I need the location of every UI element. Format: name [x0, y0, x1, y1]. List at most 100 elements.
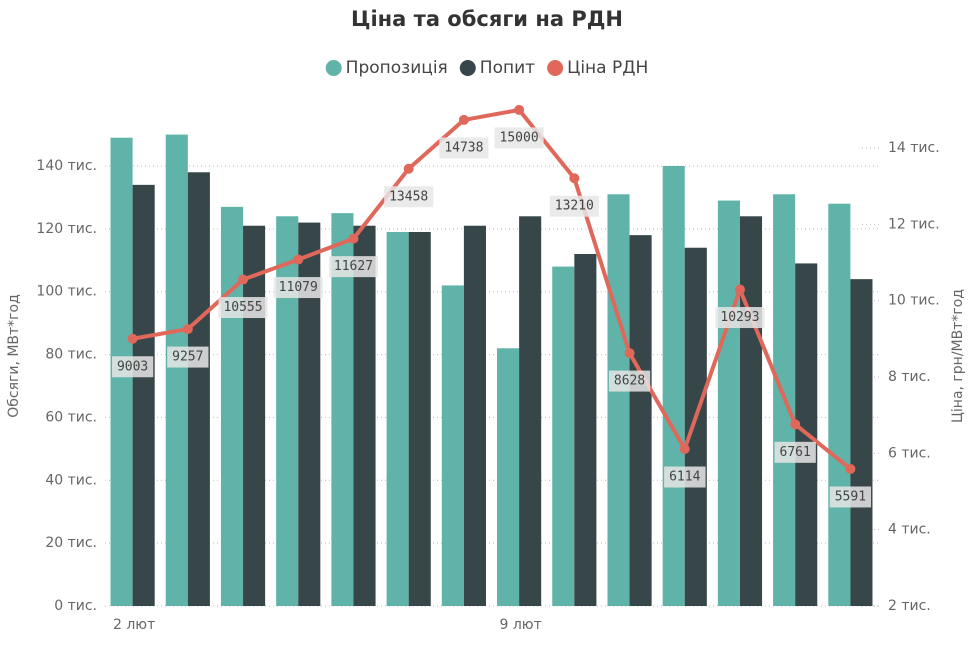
- data-label-text: 11079: [279, 280, 318, 295]
- data-label-text: 8628: [614, 374, 645, 389]
- y2-tick-label: 8 тис.: [888, 369, 931, 385]
- data-label-bg: [218, 297, 268, 319]
- bar: [574, 254, 597, 606]
- price-marker: [403, 163, 414, 174]
- bar: [165, 134, 188, 607]
- bar: [243, 225, 266, 606]
- price-marker: [569, 173, 580, 184]
- data-label-text: 10555: [223, 300, 262, 315]
- data-label-bg: [167, 346, 209, 368]
- data-label-text: 13458: [389, 189, 428, 204]
- data-label-text: 5591: [835, 489, 866, 504]
- y2-tick-label: 10 тис.: [888, 293, 940, 309]
- legend-marker: [325, 60, 342, 76]
- data-label-text: 15000: [500, 130, 539, 145]
- price-marker: [679, 444, 690, 455]
- bar: [220, 206, 244, 606]
- data-label: 6761: [774, 441, 816, 463]
- price-marker: [514, 104, 525, 115]
- bar: [298, 222, 321, 607]
- legend-label: Ціна РДН: [567, 58, 648, 78]
- data-label: 9257: [167, 346, 209, 368]
- y-tick-label: 140 тис.: [36, 158, 97, 174]
- data-label-text: 13210: [555, 199, 594, 214]
- y-tick-label: 20 тис.: [45, 535, 97, 551]
- y-tick-label: 0 тис.: [54, 598, 97, 614]
- data-label: 13210: [549, 195, 599, 217]
- y-tick-label: 120 тис.: [36, 221, 97, 237]
- data-label-bg: [608, 370, 651, 392]
- data-label-bg: [829, 486, 872, 508]
- bar: [629, 235, 652, 606]
- bar: [331, 213, 354, 606]
- price-marker: [845, 463, 856, 474]
- legend-marker: [547, 60, 564, 76]
- price-marker: [127, 333, 138, 344]
- bar: [850, 279, 873, 606]
- data-label: 14738: [439, 137, 489, 159]
- data-label-text: 9003: [117, 359, 148, 374]
- data-label: 13458: [384, 186, 434, 208]
- y2-tick-label: 12 тис.: [888, 216, 940, 232]
- y2-tick-label: 4 тис.: [888, 522, 931, 538]
- y-axis-title: Обсяги, МВт*год: [6, 294, 22, 418]
- price-marker: [734, 284, 745, 295]
- bar: [662, 166, 685, 606]
- y2-axis-title: Ціна, грн/МВт*год: [950, 289, 966, 423]
- data-label: 5591: [829, 486, 872, 508]
- data-label: 6114: [664, 466, 706, 488]
- y-tick-label: 100 тис.: [36, 284, 97, 300]
- x-tick-label: 2 лют: [113, 617, 155, 633]
- price-marker: [458, 114, 469, 125]
- price-marker: [293, 254, 304, 265]
- data-label-bg: [384, 186, 434, 208]
- data-label-text: 9257: [172, 350, 203, 365]
- bar: [187, 172, 210, 607]
- bar: [386, 232, 409, 606]
- data-label-bg: [273, 277, 323, 299]
- bar: [717, 200, 740, 607]
- price-marker: [790, 419, 801, 430]
- data-label-text: 6114: [669, 470, 700, 485]
- data-label-text: 14738: [444, 140, 483, 155]
- data-label-bg: [549, 195, 599, 217]
- y-tick-label: 60 тис.: [45, 409, 97, 425]
- y-tick-label: 40 тис.: [45, 472, 97, 488]
- bar: [408, 232, 431, 606]
- data-label-bg: [494, 127, 544, 149]
- data-label-bg: [439, 137, 489, 159]
- data-label: 9003: [111, 356, 154, 378]
- price-marker: [348, 233, 359, 244]
- data-label: 11627: [328, 256, 379, 278]
- x-tick-label: 9 лют: [500, 617, 542, 633]
- data-label: 10555: [218, 297, 268, 319]
- data-label: 10293: [715, 307, 765, 329]
- data-label-text: 11627: [334, 259, 373, 274]
- data-label-bg: [664, 466, 706, 488]
- data-label-bg: [111, 356, 154, 378]
- bar: [497, 348, 520, 606]
- data-label: 11079: [273, 277, 323, 299]
- data-label-bg: [715, 307, 765, 329]
- bar: [684, 247, 707, 606]
- data-label-bg: [328, 256, 379, 278]
- data-label-text: 6761: [780, 445, 811, 460]
- y-tick-label: 80 тис.: [45, 347, 97, 363]
- bar: [828, 203, 851, 606]
- price-marker: [238, 274, 249, 285]
- data-label: 15000: [494, 127, 544, 149]
- legend-label: Пропозиція: [346, 58, 448, 78]
- bar: [607, 194, 630, 607]
- bar: [739, 216, 763, 607]
- bar: [519, 216, 542, 607]
- chart-title: Ціна та обсяги на РДН: [351, 7, 623, 31]
- legend: Пропозиція Попит Ціна РДН: [325, 58, 648, 78]
- bar: [463, 225, 486, 606]
- y2-tick-label: 14 тис.: [888, 140, 940, 156]
- legend-marker: [459, 60, 476, 76]
- bar: [441, 285, 464, 606]
- bar: [132, 184, 155, 606]
- bar: [276, 216, 299, 607]
- bar: [552, 266, 575, 606]
